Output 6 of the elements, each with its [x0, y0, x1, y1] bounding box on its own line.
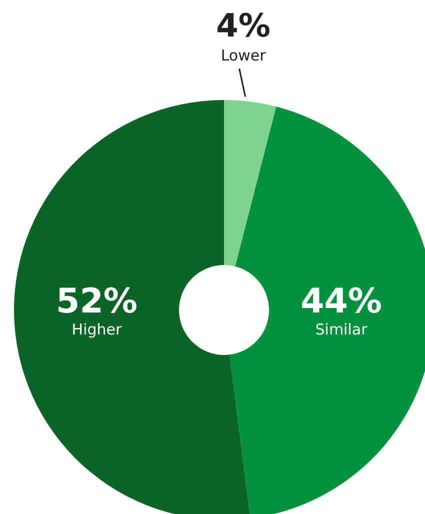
slice-label: Higher [72, 320, 123, 339]
data-label: 44% [300, 282, 382, 322]
slice-label: Lower [220, 46, 267, 65]
data-label: 52% [56, 282, 138, 322]
data-label: 4% [216, 6, 270, 45]
slice-label: Similar [315, 320, 368, 339]
